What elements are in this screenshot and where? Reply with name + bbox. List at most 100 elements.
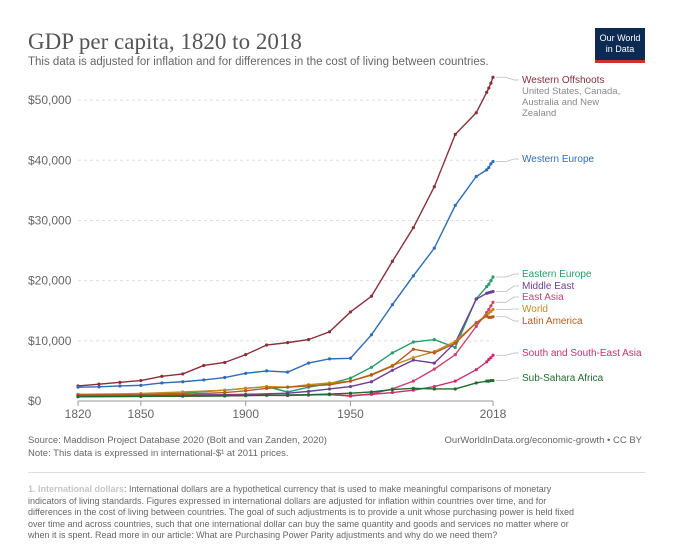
series-label[interactable]: Eastern Europe bbox=[522, 269, 592, 280]
data-point bbox=[390, 259, 394, 263]
data-point bbox=[485, 90, 489, 94]
series-label[interactable]: South and South-East Asia bbox=[522, 348, 642, 359]
data-point bbox=[453, 379, 457, 383]
data-point bbox=[202, 378, 206, 382]
data-point bbox=[306, 338, 311, 342]
data-point bbox=[432, 361, 436, 365]
series-line[interactable] bbox=[78, 315, 494, 396]
footnote-text: : International dollars are a hypothetic… bbox=[28, 484, 574, 540]
data-point bbox=[265, 393, 269, 397]
series-sub-sahara-africa[interactable] bbox=[76, 378, 495, 399]
data-point bbox=[485, 168, 489, 172]
series-line[interactable] bbox=[77, 301, 494, 397]
gdp-line-chart: $0 $10,000 $20,000 $30,000 $40,000 $50,000 18… bbox=[28, 75, 642, 421]
data-point bbox=[76, 395, 80, 399]
data-point bbox=[181, 394, 185, 398]
data-point bbox=[411, 356, 415, 360]
data-point bbox=[327, 387, 332, 391]
data-point bbox=[491, 75, 495, 79]
series-label[interactable]: Western Offshoots bbox=[522, 75, 604, 86]
data-point bbox=[369, 380, 374, 384]
data-point bbox=[327, 357, 332, 361]
data-point bbox=[223, 375, 227, 380]
credit-link[interactable]: OurWorldInData.org/economic-growth • CC … bbox=[444, 435, 642, 446]
data-point bbox=[327, 383, 332, 387]
label-connector bbox=[496, 308, 519, 310]
data-point bbox=[487, 307, 491, 312]
data-point bbox=[348, 379, 353, 383]
series-label[interactable]: Latin America bbox=[522, 316, 583, 327]
data-point bbox=[487, 86, 491, 90]
data-point bbox=[485, 360, 489, 364]
data-point bbox=[390, 364, 394, 368]
data-point bbox=[453, 341, 457, 345]
data-point bbox=[327, 392, 332, 396]
data-point bbox=[474, 368, 478, 372]
data-point bbox=[453, 387, 457, 391]
data-point bbox=[432, 338, 436, 342]
series-eastern-europe[interactable] bbox=[76, 275, 495, 397]
data-point bbox=[97, 382, 101, 386]
series-label[interactable]: Western Europe bbox=[522, 154, 595, 165]
data-point bbox=[411, 340, 415, 344]
series-western-offshoots[interactable] bbox=[76, 75, 495, 388]
data-point bbox=[491, 378, 495, 383]
data-point bbox=[411, 347, 415, 351]
series-western-europe[interactable] bbox=[76, 159, 495, 389]
data-point bbox=[453, 353, 457, 357]
data-point bbox=[487, 282, 491, 286]
data-point bbox=[348, 310, 353, 314]
data-point bbox=[223, 394, 227, 398]
data-point bbox=[411, 358, 415, 362]
y-tick-label: $20,000 bbox=[28, 274, 72, 288]
data-point bbox=[285, 370, 290, 374]
series-line[interactable] bbox=[77, 379, 493, 398]
data-point bbox=[474, 324, 478, 328]
label-connector bbox=[496, 377, 519, 381]
data-point bbox=[244, 386, 248, 390]
data-point bbox=[474, 297, 478, 301]
footnote: 1. International dollars: International … bbox=[28, 484, 588, 542]
label-connector bbox=[496, 285, 519, 292]
owid-logo[interactable]: Our World in Data bbox=[595, 28, 645, 63]
data-point bbox=[390, 387, 394, 392]
y-tick-label: $50,000 bbox=[28, 93, 72, 107]
data-point bbox=[139, 378, 143, 383]
data-point bbox=[369, 390, 374, 394]
data-point bbox=[306, 393, 311, 397]
x-axis: 1820 1850 1900 1950 2018 bbox=[65, 400, 507, 421]
x-tick-label: 1900 bbox=[232, 407, 259, 421]
data-point bbox=[306, 389, 311, 393]
series-sublabel: Australia and New bbox=[522, 97, 599, 108]
data-point bbox=[181, 380, 185, 384]
series-label[interactable]: Sub-Sahara Africa bbox=[522, 373, 604, 384]
footer-divider bbox=[28, 472, 645, 473]
data-point bbox=[489, 279, 493, 283]
data-point bbox=[76, 385, 80, 389]
data-point bbox=[181, 390, 185, 394]
series-sublabel: United States, Canada, bbox=[522, 86, 620, 97]
data-point bbox=[244, 389, 248, 393]
chart-title: GDP per capita, 1820 to 2018 bbox=[28, 29, 302, 54]
data-point bbox=[223, 390, 227, 395]
x-tick-label: 2018 bbox=[480, 407, 507, 421]
data-point bbox=[489, 356, 493, 360]
data-point bbox=[327, 330, 332, 334]
series-label[interactable]: East Asia bbox=[522, 292, 564, 303]
source-text: Source: Maddison Project Database 2020 (… bbox=[28, 435, 327, 446]
series-line[interactable] bbox=[78, 354, 494, 397]
data-point bbox=[265, 343, 269, 347]
series-line[interactable] bbox=[77, 76, 494, 387]
series-line[interactable] bbox=[77, 161, 494, 388]
series-label[interactable]: World bbox=[522, 304, 548, 315]
series-line[interactable] bbox=[77, 276, 494, 396]
label-connector bbox=[496, 316, 519, 322]
data-point bbox=[489, 81, 493, 85]
label-connector bbox=[496, 296, 519, 303]
grid-lines bbox=[78, 99, 493, 342]
series-latin-america[interactable] bbox=[76, 314, 495, 397]
data-point bbox=[244, 353, 248, 357]
series-label[interactable]: Middle East bbox=[522, 281, 574, 292]
series-east-asia[interactable] bbox=[76, 300, 495, 398]
